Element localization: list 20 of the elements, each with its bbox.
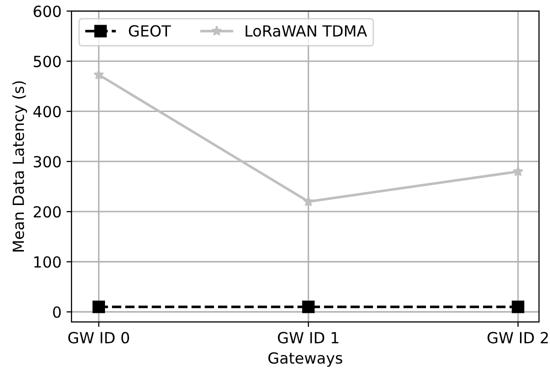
legend-label: LoRaWAN TDMA xyxy=(246,25,368,37)
x-tick-label: GW ID 2 xyxy=(488,332,548,344)
legend-label: GEOT xyxy=(128,25,171,37)
x-axis-title: Gateways xyxy=(268,352,342,367)
point xyxy=(302,300,315,314)
y-axis-title: Mean Data Latency (s) xyxy=(12,81,28,252)
point xyxy=(303,196,314,206)
x-tick-label: GW ID 0 xyxy=(68,332,130,344)
y-tick-label: 600 xyxy=(34,6,61,18)
y-tick-label: 100 xyxy=(34,256,61,268)
y-tick-label: 0 xyxy=(53,306,61,318)
y-tick-label: 300 xyxy=(34,156,61,168)
point xyxy=(93,69,104,80)
y-tick-label: 500 xyxy=(34,56,61,68)
point xyxy=(92,300,106,314)
y-tick-label: 200 xyxy=(34,206,61,218)
point xyxy=(512,300,524,314)
x-tick-label: GW ID 1 xyxy=(278,332,338,344)
point xyxy=(512,166,524,176)
y-tick-label: 400 xyxy=(33,106,61,118)
